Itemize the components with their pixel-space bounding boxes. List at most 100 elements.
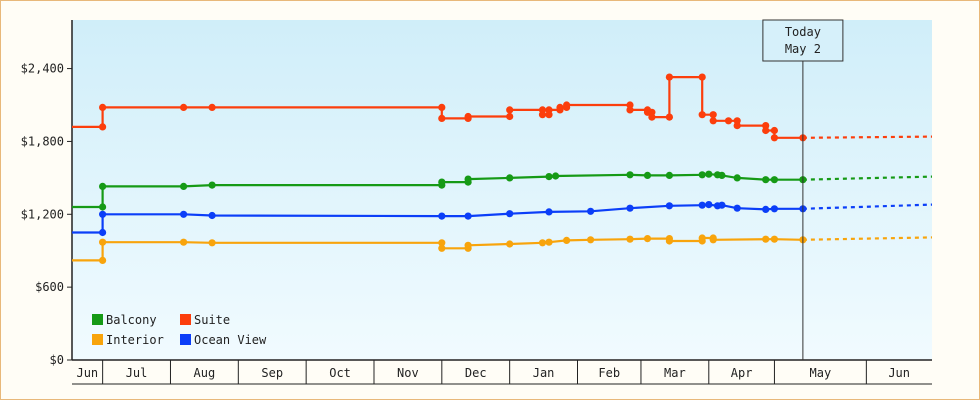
data-point [733, 174, 741, 182]
data-point [718, 171, 726, 179]
data-point [506, 240, 514, 248]
x-tick-label: Oct [329, 366, 351, 380]
x-tick-label: Feb [598, 366, 620, 380]
data-point [665, 202, 674, 210]
data-point [770, 134, 779, 142]
y-tick-label: $0 [50, 353, 64, 367]
x-tick-label: Jul [126, 366, 148, 380]
legend-swatch-balcony [92, 314, 103, 325]
data-point [506, 106, 514, 114]
data-point [99, 238, 107, 246]
x-tick-label: Mar [664, 366, 686, 380]
data-point [770, 205, 779, 213]
y-tick-label: $1,800 [21, 134, 64, 148]
data-point [180, 238, 188, 246]
forecast-line-balcony [802, 175, 933, 181]
series-suite [72, 73, 933, 142]
legend: Balcony Suite Interior Ocean View [92, 313, 267, 347]
x-tick-label: May [810, 366, 832, 380]
data-point [762, 126, 770, 135]
data-point [552, 172, 560, 180]
data-point [545, 173, 553, 181]
data-point [438, 114, 446, 122]
data-point [464, 241, 472, 249]
data-point [438, 239, 446, 247]
data-point [99, 210, 107, 218]
series-balcony [72, 170, 933, 211]
data-point [208, 211, 216, 220]
y-tick-label: $600 [35, 280, 64, 294]
data-point [626, 171, 634, 179]
data-point [464, 112, 472, 121]
data-point [545, 106, 553, 114]
data-point [208, 239, 216, 247]
data-point [208, 103, 216, 111]
data-point [643, 171, 652, 179]
data-point [208, 181, 216, 189]
legend-swatch-interior [92, 334, 103, 345]
data-point [665, 73, 674, 81]
x-tick-label: Jan [533, 366, 555, 380]
data-point [545, 208, 553, 216]
legend-label-interior: Interior [106, 333, 164, 347]
data-point [545, 238, 553, 246]
data-point [733, 204, 741, 212]
data-point [626, 235, 634, 243]
today-label: Today [785, 25, 821, 39]
y-tick-label: $1,200 [21, 207, 64, 221]
data-point [698, 73, 706, 81]
data-point [626, 204, 634, 212]
data-point [698, 171, 706, 179]
data-point [762, 176, 770, 184]
data-point [762, 205, 770, 213]
data-point [718, 201, 726, 209]
data-point [180, 182, 188, 190]
data-point [709, 117, 717, 125]
x-tick-label: Nov [397, 366, 419, 380]
series-group [72, 73, 933, 264]
data-point [180, 210, 188, 218]
data-point [506, 210, 514, 218]
today-date: May 2 [785, 42, 821, 56]
data-point [99, 123, 107, 131]
data-point [464, 212, 472, 220]
data-point [464, 175, 472, 183]
data-point [705, 201, 713, 209]
data-point [643, 235, 652, 243]
data-point [770, 176, 779, 184]
data-point [648, 113, 656, 121]
data-point [99, 228, 107, 237]
data-point [556, 103, 564, 111]
x-axis: Jun Jul Aug Sep Oct Nov Dec Jan Feb Mar Apr May Jun [72, 359, 932, 385]
x-tick-label: Aug [194, 366, 216, 380]
data-point [438, 212, 446, 220]
data-point [709, 236, 717, 244]
data-point [587, 207, 595, 215]
y-tick-label: $2,400 [21, 62, 64, 76]
data-point [563, 236, 571, 244]
x-tick-label: Apr [731, 366, 753, 380]
forecast-line-ocean-view [802, 203, 933, 210]
series-interior [72, 234, 933, 264]
data-point [587, 236, 595, 244]
legend-swatch-suite [180, 314, 191, 325]
data-point [180, 103, 188, 111]
legend-label-ocean-view: Ocean View [194, 333, 267, 347]
data-point [506, 112, 514, 121]
data-point [709, 111, 717, 119]
data-point [538, 111, 547, 119]
legend-label-balcony: Balcony [106, 313, 157, 327]
data-point [665, 171, 674, 179]
data-point [538, 239, 547, 247]
today-box [762, 19, 844, 62]
forecast-line-interior [802, 236, 933, 241]
plot-area [72, 20, 932, 360]
data-point [698, 111, 706, 119]
y-axis: $0 $600 $1,200 $1,800 $2,400 [21, 20, 73, 367]
x-tick-label: Sep [261, 366, 283, 380]
legend-swatch-ocean-view [180, 334, 191, 345]
data-point [438, 178, 446, 186]
data-point [698, 234, 706, 242]
today-marker: Today May 2 [762, 19, 844, 360]
